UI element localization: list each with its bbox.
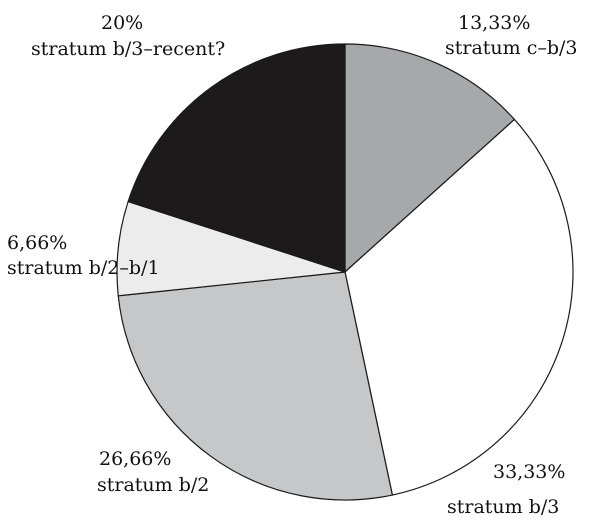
- slice-value-label-b3-recent: 20%: [101, 12, 143, 34]
- slice-category-label-b3: stratum b/3: [447, 496, 559, 518]
- slice-category-label-c-b3: stratum c–b/3: [445, 37, 578, 59]
- pie-slice-b3: [344, 118, 574, 496]
- slice-value-label-b3: 33,33%: [493, 461, 565, 483]
- pie-slice-b3-recent: [127, 43, 346, 273]
- slice-category-label-b2-b1: stratum b/2–b/1: [7, 257, 160, 279]
- slice-value-label-b2-b1: 6,66%: [7, 232, 67, 254]
- slice-category-label-b2: stratum b/2: [97, 474, 209, 496]
- slice-value-label-b2: 26,66%: [99, 448, 171, 470]
- pie-slices: [116, 43, 574, 501]
- pie-slice-b2: [117, 271, 393, 501]
- slice-category-label-b3-recent: stratum b/3–recent?: [31, 38, 225, 60]
- slice-value-label-c-b3: 13,33%: [458, 12, 530, 34]
- pie-slice-c-b3: [344, 43, 516, 273]
